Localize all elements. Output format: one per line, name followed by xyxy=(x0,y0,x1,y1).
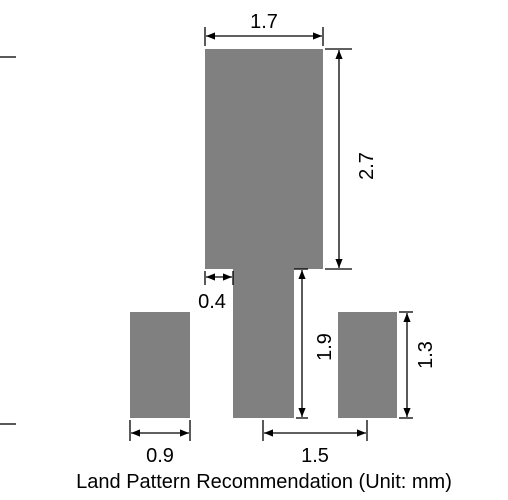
center-stem-pad xyxy=(233,269,294,418)
dimension-label-left-pad-width: 0.9 xyxy=(146,445,174,467)
dimension-left-pad-width: 0.9 xyxy=(129,420,191,467)
dimension-label-pad-spacing: 1.5 xyxy=(301,445,329,467)
left-pad xyxy=(130,312,190,418)
top-pad xyxy=(205,49,323,269)
dimension-label-stem-height: 1.9 xyxy=(314,333,336,361)
right-pad xyxy=(338,312,397,418)
dimension-stem-offset: 0.4 xyxy=(198,271,234,313)
dimension-label-top-height: 2.7 xyxy=(356,152,378,180)
dimension-right-pad-height: 1.3 xyxy=(399,311,437,419)
dimension-label-right-pad-height: 1.3 xyxy=(415,341,437,369)
dimension-top-height: 2.7 xyxy=(325,48,378,270)
dimension-label-stem-offset: 0.4 xyxy=(198,291,226,313)
dimension-top-width: 1.7 xyxy=(204,11,324,46)
dimension-stem-height: 1.9 xyxy=(294,268,336,419)
dimension-label-top-width: 1.7 xyxy=(250,11,278,33)
figure-caption: Land Pattern Recommendation (Unit: mm) xyxy=(76,471,452,493)
dimension-pad-spacing: 1.5 xyxy=(262,420,368,467)
